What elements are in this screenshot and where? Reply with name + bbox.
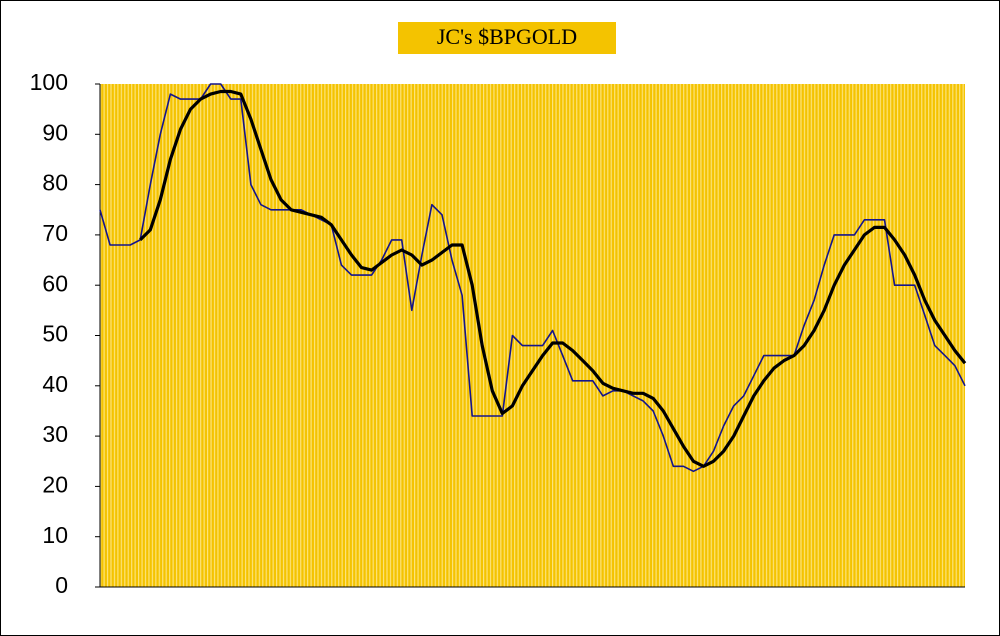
y-tick-label: 50 [42, 321, 68, 347]
series-line [99, 83, 966, 473]
chart-title: JC's $BPGOLD [437, 24, 577, 49]
y-tick-label: 100 [30, 69, 68, 95]
y-tick-label: 20 [42, 471, 68, 497]
y-tick-label: 10 [42, 522, 68, 548]
y-tick-label: 80 [42, 170, 68, 196]
plot-area [100, 84, 965, 587]
y-tick-label: 70 [42, 220, 68, 246]
y-tick-label: 30 [42, 421, 68, 447]
y-tick-label: 40 [42, 371, 68, 397]
y-tick-label: 60 [42, 270, 68, 296]
series-line [139, 89, 967, 468]
y-tick-label: 0 [55, 572, 68, 598]
title-box [398, 22, 616, 54]
y-tick-label: 90 [42, 119, 68, 145]
